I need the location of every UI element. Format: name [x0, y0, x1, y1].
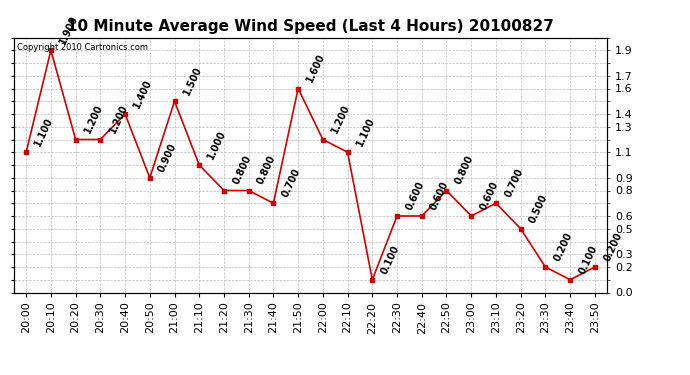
Text: 0.900: 0.900: [157, 141, 179, 174]
Text: 0.100: 0.100: [380, 243, 402, 276]
Text: 1.200: 1.200: [83, 103, 105, 135]
Text: 1.400: 1.400: [132, 78, 154, 110]
Text: Copyright 2010 Cartronics.com: Copyright 2010 Cartronics.com: [17, 43, 148, 52]
Text: 0.100: 0.100: [577, 243, 599, 276]
Text: 1.900: 1.900: [58, 14, 80, 46]
Text: 0.700: 0.700: [280, 167, 302, 199]
Text: 0.800: 0.800: [255, 154, 278, 186]
Text: 1.000: 1.000: [206, 129, 228, 161]
Text: 1.500: 1.500: [181, 65, 204, 97]
Text: 1.100: 1.100: [355, 116, 377, 148]
Text: 0.600: 0.600: [404, 180, 426, 212]
Text: 1.100: 1.100: [33, 116, 55, 148]
Title: 10 Minute Average Wind Speed (Last 4 Hours) 20100827: 10 Minute Average Wind Speed (Last 4 Hou…: [67, 18, 554, 33]
Text: 0.200: 0.200: [552, 231, 574, 263]
Text: 0.600: 0.600: [428, 180, 451, 212]
Text: 1.200: 1.200: [330, 103, 352, 135]
Text: 0.200: 0.200: [602, 231, 624, 263]
Text: 1.600: 1.600: [305, 52, 327, 84]
Text: 0.800: 0.800: [453, 154, 475, 186]
Text: 1.200: 1.200: [107, 103, 129, 135]
Text: 0.800: 0.800: [231, 154, 253, 186]
Text: 0.600: 0.600: [478, 180, 500, 212]
Text: 0.700: 0.700: [503, 167, 525, 199]
Text: 0.500: 0.500: [528, 192, 550, 225]
